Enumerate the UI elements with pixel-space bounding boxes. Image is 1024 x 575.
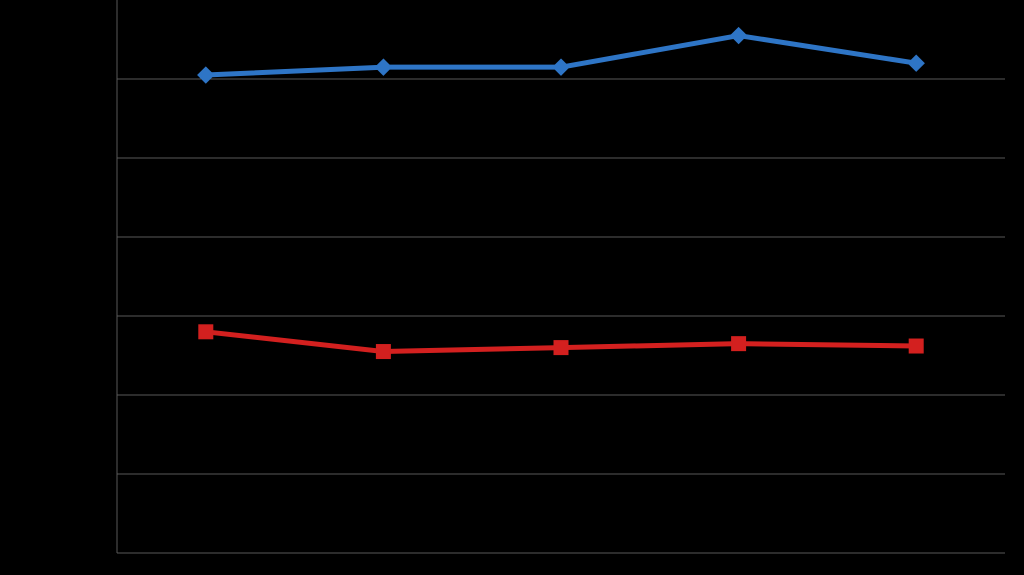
series-b-marker [199, 325, 213, 339]
series-b-marker [732, 337, 746, 351]
line-chart [0, 0, 1024, 575]
series-b-marker [909, 339, 923, 353]
series-b-marker [554, 341, 568, 355]
series-b-marker [376, 345, 390, 359]
